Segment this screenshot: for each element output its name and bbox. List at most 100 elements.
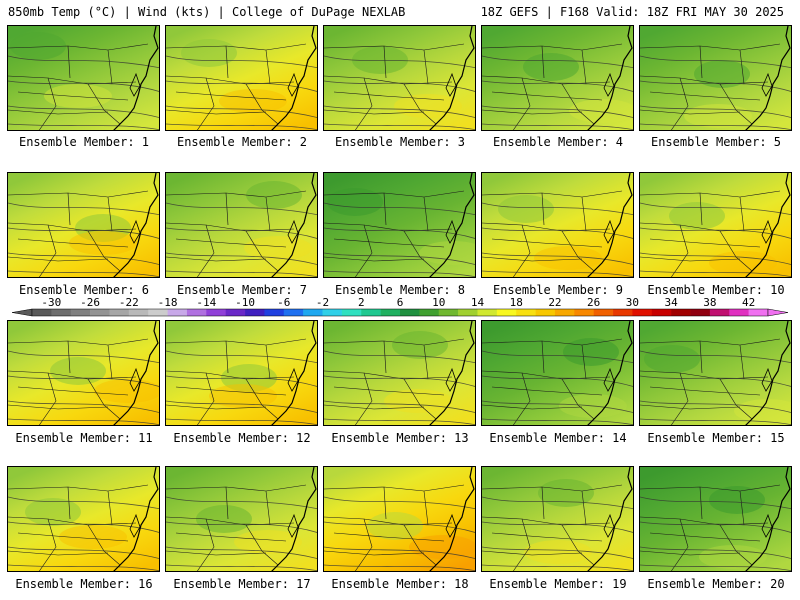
colorbar-swatch [303,309,323,316]
ensemble-member-map [639,320,792,426]
ensemble-member-label: Ensemble Member: 15 [647,431,785,445]
colorbar-swatch [128,309,149,316]
ensemble-member-label: Ensemble Member: 2 [176,135,308,149]
colorbar-tick-label: 26 [587,296,601,309]
colorbar-swatch [574,309,594,316]
colorbar-swatch [554,309,575,316]
colorbar-swatch [225,309,246,316]
colorbar-tick-label: 42 [742,296,756,309]
colorbar-swatch [748,309,769,316]
colorbar-tick-label: -22 [118,296,139,309]
ensemble-member-label: Ensemble Member: 5 [650,135,782,149]
colorbar-tick-label: -2 [315,296,330,309]
ensemble-member-label: Ensemble Member: 9 [492,283,624,297]
colorbar-tick-label: -14 [196,296,217,309]
colorbar-tick-label: 38 [703,296,717,309]
colorbar-swatch [419,309,440,316]
colorbar-swatch [70,309,91,316]
ensemble-member-label: Ensemble Member: 11 [15,431,153,445]
colorbar-swatch [341,309,362,316]
ensemble-member-map [323,172,476,278]
colorbar-tick-label: 2 [357,296,365,309]
colorbar-tick-label: 30 [625,296,640,309]
colorbar-swatch [535,309,556,316]
colorbar-swatch [32,309,52,316]
colorbar-swatch [109,309,130,316]
colorbar-swatch [361,309,381,316]
colorbar-tick-label: 34 [664,296,678,309]
colorbar-tick-label: 14 [470,296,485,309]
ensemble-member-map [639,466,792,572]
ensemble-member-map [165,25,318,131]
ensemble-member-map [481,466,634,572]
colorbar-swatch [438,309,459,316]
temperature-colorbar [11,308,789,317]
ensemble-member-label: Ensemble Member: 10 [647,283,785,297]
ensemble-member-map [481,320,634,426]
colorbar-swatch [245,309,265,316]
colorbar-swatch [613,309,633,316]
ensemble-member-label: Ensemble Member: 6 [18,283,150,297]
colorbar-swatch [729,309,749,316]
ensemble-member-map [323,320,476,426]
colorbar-swatch [186,309,207,316]
colorbar-swatch [458,309,478,316]
ensemble-member-label: Ensemble Member: 8 [334,283,466,297]
colorbar-swatch [400,309,420,316]
ensemble-member-label: Ensemble Member: 16 [15,577,153,591]
colorbar-swatch [593,309,614,316]
colorbar-swatch [148,309,168,316]
colorbar-tick-label: -30 [41,296,62,309]
ensemble-member-label: Ensemble Member: 7 [176,283,308,297]
ensemble-member-map [639,25,792,131]
ensemble-member-label: Ensemble Member: 1 [18,135,150,149]
ensemble-member-map [481,172,634,278]
ensemble-member-label: Ensemble Member: 18 [331,577,469,591]
colorbar-tick-label: 18 [509,296,523,309]
colorbar-swatch [167,309,188,316]
colorbar-swatch [709,309,730,316]
colorbar-swatch [51,309,72,316]
colorbar-swatch [496,309,517,316]
colorbar-swatch [264,309,285,316]
ensemble-member-label: Ensemble Member: 20 [647,577,785,591]
ensemble-member-label: Ensemble Member: 14 [489,431,627,445]
colorbar-swatch [477,309,498,316]
colorbar-swatch [516,309,536,316]
ensemble-member-label: Ensemble Member: 19 [489,577,627,591]
colorbar-tick-label: 10 [432,296,446,309]
ensemble-member-map [165,172,318,278]
map-header-left: 850mb Temp (°C) | Wind (kts) | College o… [8,5,406,19]
colorbar-swatch [206,309,226,316]
colorbar-swatch [283,309,304,316]
ensemble-member-label: Ensemble Member: 4 [492,135,624,149]
colorbar-tick-label: -6 [277,296,291,309]
colorbar-tick-label: -18 [157,296,178,309]
ensemble-member-label: Ensemble Member: 13 [331,431,469,445]
colorbar-tick-label: 22 [548,296,562,309]
ensemble-member-label: Ensemble Member: 12 [173,431,311,445]
ensemble-member-map [639,172,792,278]
ensemble-member-map [7,172,160,278]
colorbar-tick-label: -26 [80,296,101,309]
ensemble-member-map [165,466,318,572]
ensemble-member-map [7,466,160,572]
colorbar-tick-label: -10 [235,296,255,309]
ensemble-member-label: Ensemble Member: 3 [334,135,466,149]
colorbar-swatch [380,309,401,316]
ensemble-member-map [323,466,476,572]
ensemble-member-map [7,25,160,131]
ensemble-member-map [7,320,160,426]
colorbar-swatch [671,309,691,316]
ensemble-member-map [165,320,318,426]
colorbar-swatch [322,309,343,316]
colorbar-swatch [90,309,110,316]
map-header-right: 18Z GEFS | F168 Valid: 18Z FRI MAY 30 20… [480,5,784,19]
colorbar-tick-label: 6 [396,296,404,309]
colorbar-swatch [690,309,711,316]
colorbar-swatch [632,309,653,316]
colorbar-swatch [651,309,672,316]
ensemble-member-label: Ensemble Member: 17 [173,577,311,591]
ensemble-member-map [481,25,634,131]
ensemble-member-map [323,25,476,131]
